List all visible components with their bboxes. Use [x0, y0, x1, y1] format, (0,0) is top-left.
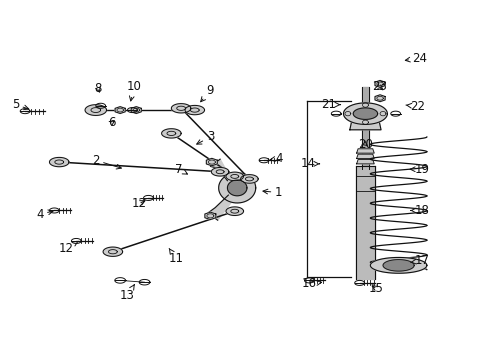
- Polygon shape: [211, 167, 228, 176]
- Polygon shape: [227, 180, 246, 196]
- Text: 15: 15: [368, 282, 383, 295]
- Polygon shape: [356, 154, 373, 158]
- Text: 21: 21: [321, 98, 340, 111]
- Text: 8: 8: [94, 82, 102, 95]
- Text: 17: 17: [410, 254, 429, 267]
- Text: 1: 1: [263, 186, 282, 199]
- Polygon shape: [85, 105, 106, 116]
- Text: 12: 12: [132, 197, 147, 210]
- Text: 22: 22: [405, 100, 424, 113]
- Polygon shape: [204, 212, 215, 220]
- Polygon shape: [369, 257, 426, 273]
- Text: 12: 12: [59, 241, 78, 255]
- Polygon shape: [374, 80, 385, 87]
- Polygon shape: [171, 104, 190, 113]
- Polygon shape: [240, 175, 258, 183]
- Text: 23: 23: [371, 80, 386, 93]
- Text: 11: 11: [168, 248, 183, 265]
- Text: 2: 2: [92, 154, 121, 169]
- Polygon shape: [162, 129, 181, 138]
- Text: 14: 14: [300, 157, 319, 170]
- Polygon shape: [184, 105, 204, 115]
- Polygon shape: [356, 149, 373, 153]
- Polygon shape: [115, 107, 125, 113]
- Text: 13: 13: [120, 285, 135, 302]
- Text: 18: 18: [410, 204, 429, 217]
- Text: 4: 4: [36, 208, 53, 221]
- Polygon shape: [382, 260, 413, 271]
- Text: 19: 19: [409, 163, 429, 176]
- Polygon shape: [103, 247, 122, 256]
- Text: 3: 3: [196, 130, 214, 144]
- Polygon shape: [225, 172, 243, 181]
- Polygon shape: [374, 95, 385, 102]
- Text: 4: 4: [270, 152, 282, 165]
- Polygon shape: [207, 195, 231, 220]
- Polygon shape: [49, 157, 69, 167]
- Polygon shape: [343, 103, 386, 125]
- Text: 9: 9: [200, 84, 214, 102]
- Polygon shape: [355, 166, 374, 279]
- Text: 6: 6: [108, 116, 115, 129]
- Text: 7: 7: [175, 163, 187, 176]
- Polygon shape: [349, 121, 380, 130]
- Text: 5: 5: [12, 98, 29, 111]
- Text: 10: 10: [126, 80, 141, 101]
- Polygon shape: [206, 158, 217, 166]
- Polygon shape: [218, 173, 255, 203]
- Text: 24: 24: [405, 51, 427, 64]
- Polygon shape: [225, 207, 243, 216]
- Polygon shape: [131, 107, 141, 113]
- Text: 16: 16: [301, 278, 321, 291]
- Polygon shape: [352, 108, 377, 120]
- Text: 20: 20: [357, 138, 372, 150]
- Polygon shape: [356, 159, 373, 164]
- Polygon shape: [361, 87, 368, 169]
- Polygon shape: [210, 159, 229, 181]
